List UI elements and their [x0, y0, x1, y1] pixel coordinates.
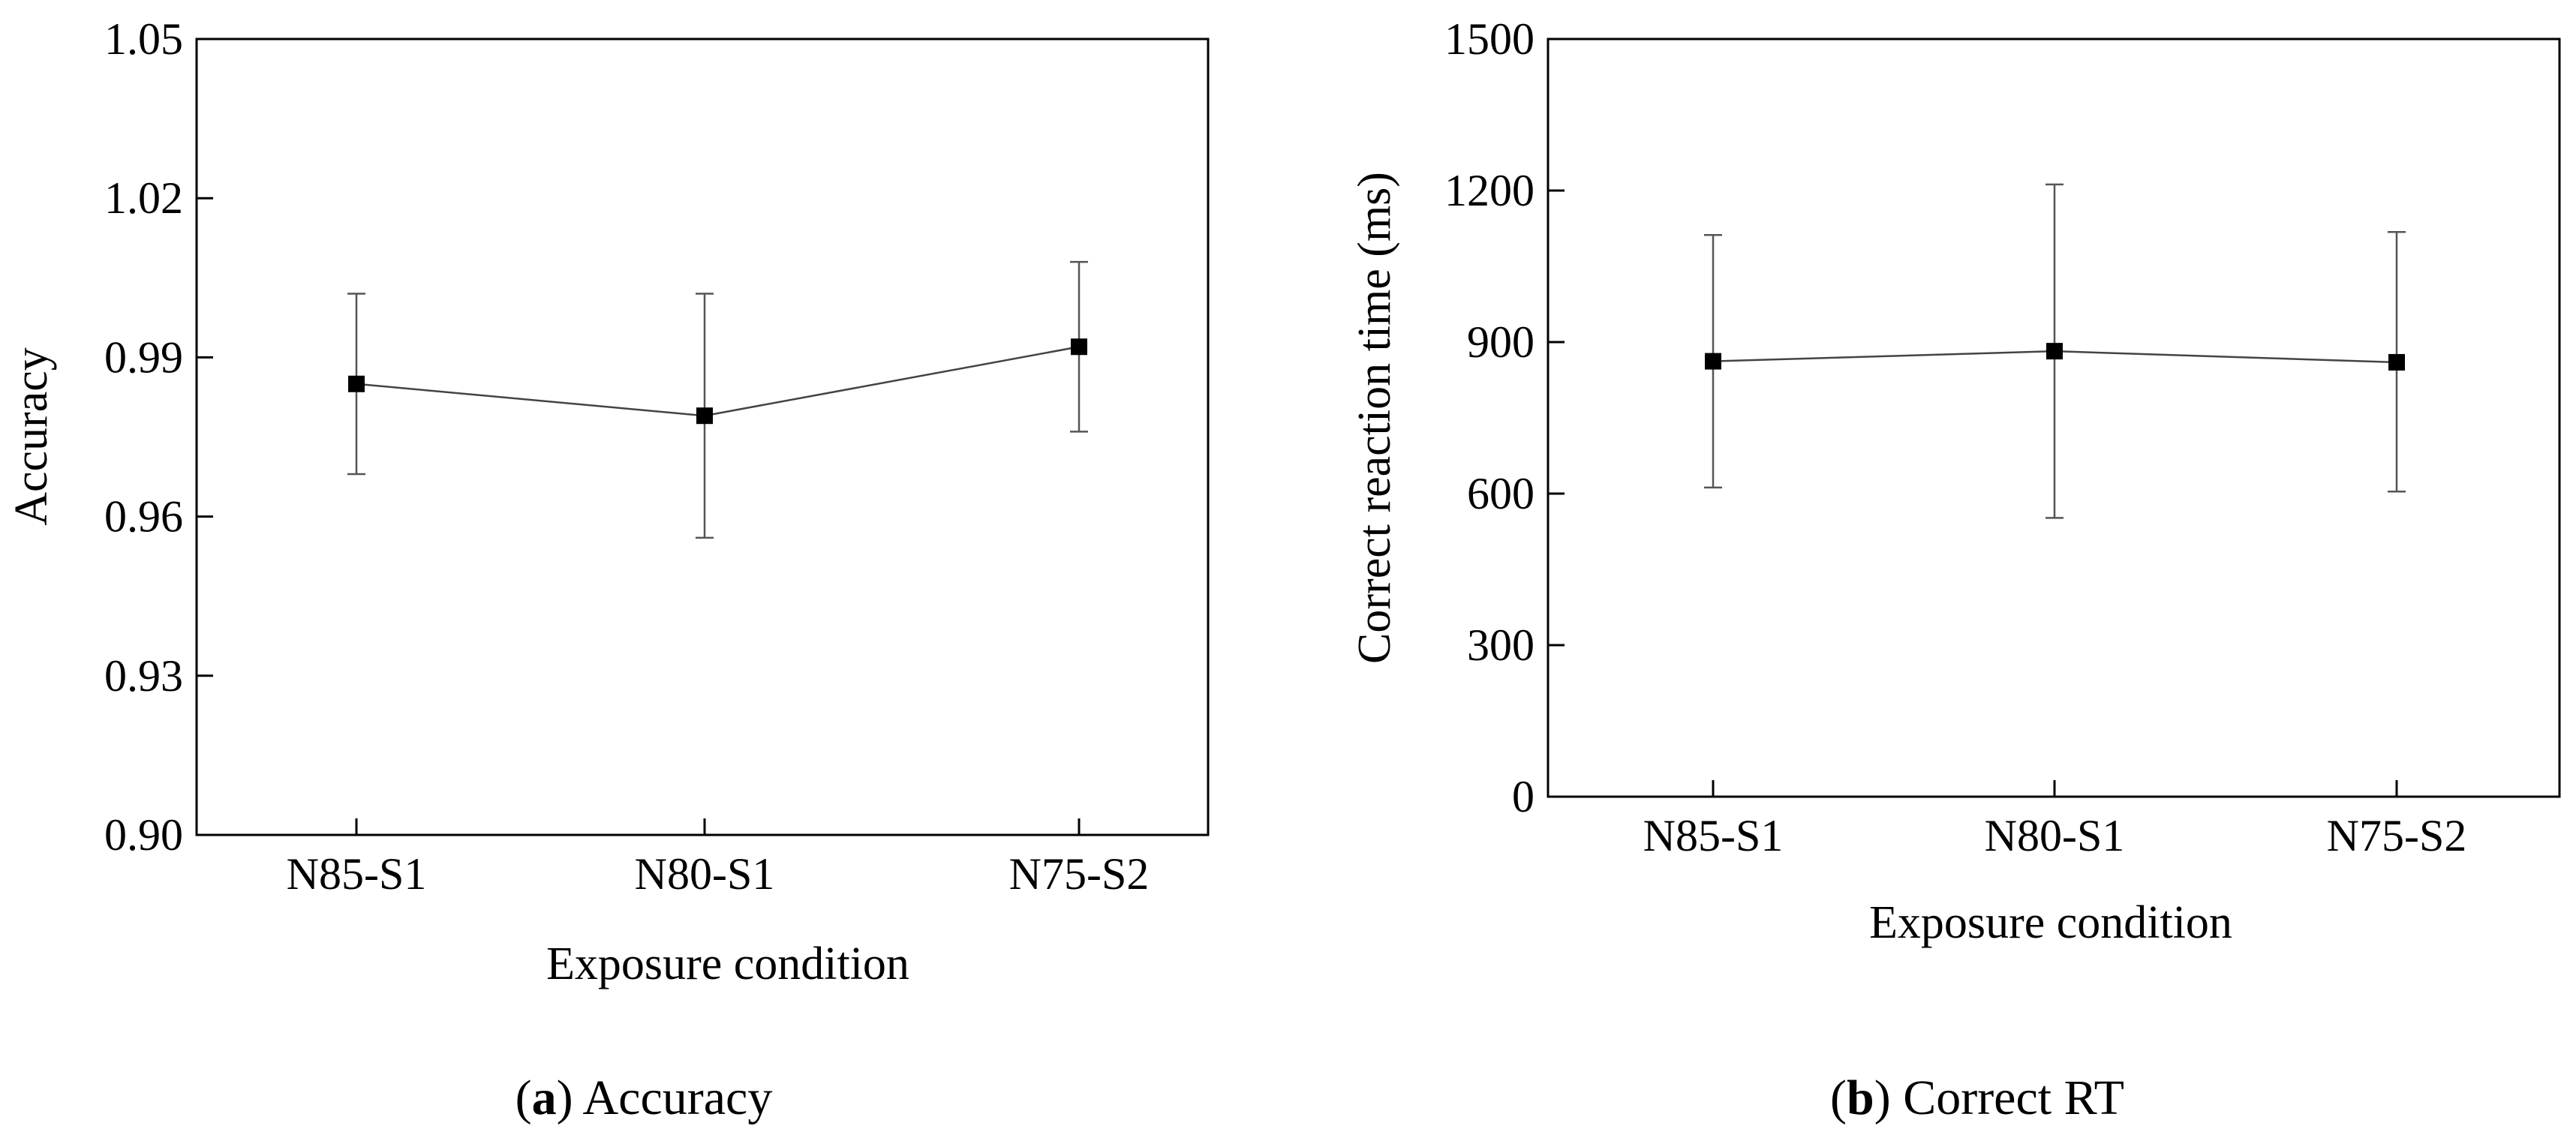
data-point [696, 407, 713, 425]
data-marks [347, 260, 1088, 539]
x-axis-title: Exposure condition [1869, 897, 2232, 948]
y-ticks: 0 300 600 900 1200 1500 [1444, 14, 1565, 821]
x-ticks: N85-S1 N80-S1 N75-S2 [287, 818, 1150, 899]
y-tick-label: 0.93 [104, 651, 183, 701]
y-tick-label: 1.02 [104, 173, 183, 223]
caption: (b) Correct RT [1830, 1070, 2124, 1125]
y-tick-label: 1.05 [104, 14, 183, 64]
y-tick-label: 0 [1512, 772, 1534, 821]
x-tick-label: N75-S2 [1009, 849, 1150, 899]
caption-text: Accuracy [573, 1070, 773, 1125]
y-ticks: 0.90 0.93 0.96 0.99 1.02 1.05 [104, 14, 213, 860]
x-tick-label: N80-S1 [635, 849, 775, 899]
data-point [1071, 338, 1087, 356]
panel-accuracy: 0.90 0.93 0.96 0.99 1.02 1.05 N85-S1 N80-S1 N75… [6, 14, 1210, 1125]
y-tick-label: 0.96 [104, 492, 183, 542]
caption-letter: a [532, 1070, 557, 1125]
y-tick-label: 900 [1467, 317, 1534, 367]
y-tick-label: 1500 [1444, 14, 1534, 64]
data-point [2388, 353, 2405, 371]
x-tick-label: N85-S1 [287, 849, 427, 899]
x-tick-label: N85-S1 [1643, 811, 1784, 860]
x-tick-label: N75-S2 [2327, 811, 2467, 860]
data-point [2046, 343, 2063, 360]
x-tick-label: N80-S1 [1985, 811, 2125, 860]
y-axis-title: Correct reaction time (ms) [1349, 172, 1400, 664]
data-point [1705, 353, 1721, 370]
panel-correct-rt: 0 300 600 900 1200 1500 N85-S1 N80-S1 N75-S2 Co… [1349, 14, 2561, 1125]
y-tick-label: 600 [1467, 469, 1534, 518]
y-axis-title: Accuracy [6, 347, 57, 526]
series-line [356, 346, 1080, 417]
data-point [348, 375, 365, 392]
y-tick-label: 300 [1467, 620, 1534, 670]
y-tick-label: 0.90 [104, 810, 183, 860]
x-ticks: N85-S1 N80-S1 N75-S2 [1643, 780, 2467, 860]
caption-letter: b [1847, 1070, 1874, 1125]
caption: (a) Accuracy [516, 1070, 773, 1125]
plot-frame [195, 38, 1210, 836]
x-axis-title: Exposure condition [546, 938, 909, 989]
y-tick-label: 1200 [1444, 166, 1534, 215]
caption-text: Correct RT [1891, 1070, 2124, 1125]
data-marks [1704, 183, 2406, 519]
y-tick-label: 0.99 [104, 332, 183, 382]
